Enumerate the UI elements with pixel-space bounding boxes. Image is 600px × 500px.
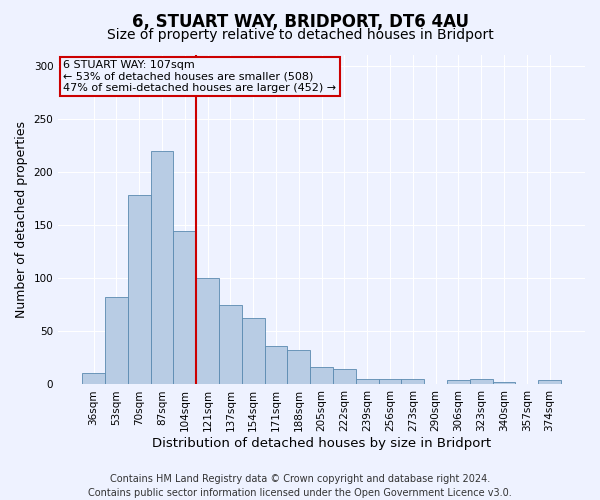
Bar: [151, 150, 173, 384]
Text: Size of property relative to detached houses in Bridport: Size of property relative to detached ho…: [107, 28, 493, 42]
Bar: [287, 350, 310, 384]
Bar: [242, 318, 265, 384]
Bar: [310, 368, 333, 384]
Bar: [105, 298, 128, 384]
Bar: [265, 346, 287, 385]
Text: 6 STUART WAY: 107sqm
← 53% of detached houses are smaller (508)
47% of semi-deta: 6 STUART WAY: 107sqm ← 53% of detached h…: [64, 60, 337, 93]
Bar: [333, 368, 356, 384]
Bar: [470, 379, 493, 384]
Bar: [447, 380, 470, 384]
Bar: [493, 382, 515, 384]
Bar: [128, 196, 151, 384]
Text: 6, STUART WAY, BRIDPORT, DT6 4AU: 6, STUART WAY, BRIDPORT, DT6 4AU: [131, 12, 469, 30]
Bar: [356, 379, 379, 384]
Bar: [82, 373, 105, 384]
Bar: [173, 232, 196, 384]
Bar: [401, 379, 424, 384]
Text: Contains HM Land Registry data © Crown copyright and database right 2024.
Contai: Contains HM Land Registry data © Crown c…: [88, 474, 512, 498]
Bar: [196, 278, 219, 384]
Bar: [379, 379, 401, 384]
X-axis label: Distribution of detached houses by size in Bridport: Distribution of detached houses by size …: [152, 437, 491, 450]
Bar: [219, 305, 242, 384]
Y-axis label: Number of detached properties: Number of detached properties: [15, 121, 28, 318]
Bar: [538, 380, 561, 384]
